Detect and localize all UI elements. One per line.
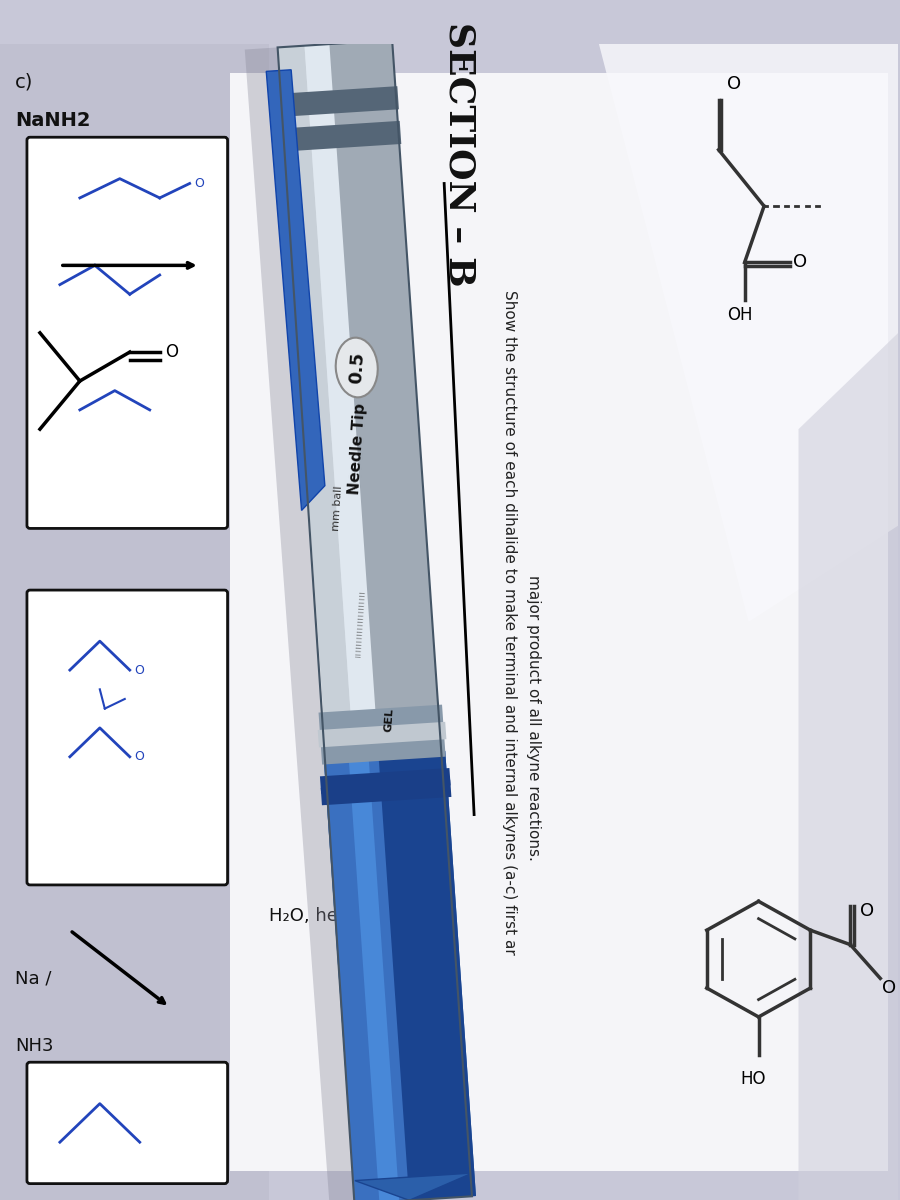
Text: NaNH2: NaNH2 (15, 112, 91, 131)
FancyBboxPatch shape (27, 590, 228, 884)
Polygon shape (355, 1174, 472, 1200)
Text: SECTION – B: SECTION – B (442, 23, 476, 287)
Ellipse shape (336, 337, 378, 397)
Text: 0.5: 0.5 (346, 352, 367, 384)
Bar (230, 73, 888, 1171)
Polygon shape (319, 704, 446, 764)
Text: O: O (860, 902, 875, 920)
Polygon shape (304, 44, 375, 716)
Text: GEL: GEL (383, 708, 395, 732)
Text: HO: HO (741, 1070, 766, 1088)
Polygon shape (278, 86, 399, 116)
Text: O: O (135, 750, 145, 763)
Polygon shape (320, 768, 451, 793)
Bar (0, 43, 269, 1200)
Text: O: O (793, 253, 807, 271)
Text: |||||||||||||||||||||: ||||||||||||||||||||| (355, 589, 365, 658)
Polygon shape (280, 121, 401, 151)
Polygon shape (324, 755, 410, 1200)
Polygon shape (364, 751, 476, 1200)
Polygon shape (324, 751, 476, 1200)
Text: O: O (135, 664, 145, 677)
FancyBboxPatch shape (27, 1062, 228, 1183)
Polygon shape (266, 70, 325, 510)
Text: Show the structure of each dihalide to make terminal and internal alkynes (a-c) : Show the structure of each dihalide to m… (501, 289, 517, 954)
Text: H₂O, heat: H₂O, heat (269, 907, 356, 925)
Polygon shape (798, 332, 898, 1200)
Polygon shape (320, 40, 438, 715)
Polygon shape (320, 780, 452, 805)
Text: O: O (882, 979, 896, 997)
Polygon shape (304, 46, 356, 716)
Text: major product of all alkyne reactions.: major product of all alkyne reactions. (526, 575, 542, 862)
Text: c): c) (15, 73, 33, 91)
Polygon shape (598, 43, 898, 622)
FancyBboxPatch shape (27, 137, 228, 528)
Text: NH3: NH3 (15, 1037, 53, 1055)
Polygon shape (348, 756, 400, 1200)
Text: O: O (726, 76, 741, 94)
Text: Needle Tip: Needle Tip (346, 402, 368, 494)
Text: Na /: Na / (15, 970, 51, 988)
Polygon shape (245, 48, 356, 1200)
Polygon shape (318, 722, 446, 748)
Text: mm ball: mm ball (331, 485, 344, 530)
Text: O: O (165, 343, 177, 361)
Text: OH: OH (727, 306, 752, 324)
Polygon shape (277, 44, 371, 718)
Text: O: O (194, 176, 204, 190)
Polygon shape (277, 40, 438, 718)
